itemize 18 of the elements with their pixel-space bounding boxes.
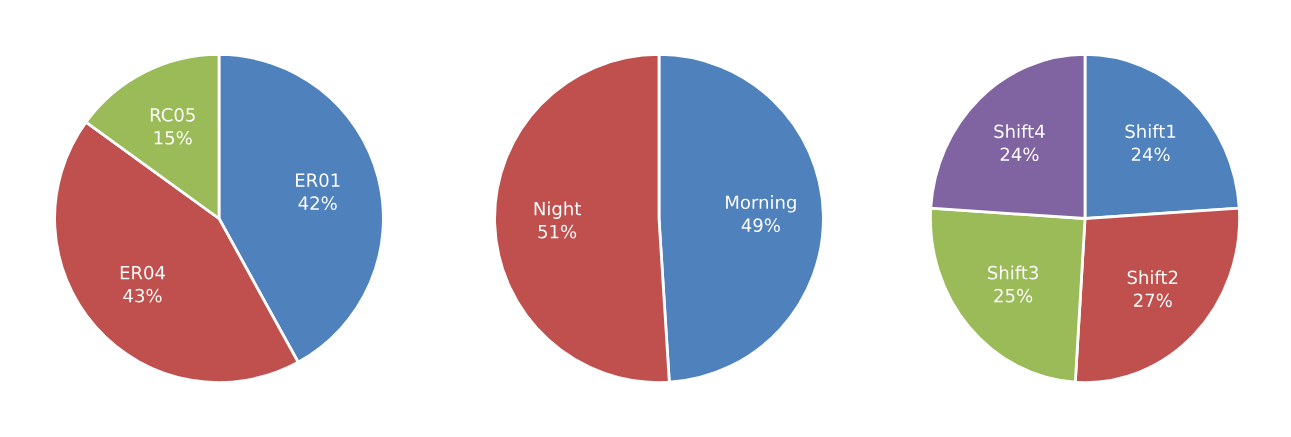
data-label: 49% xyxy=(741,218,780,233)
slice-label: Shift4 xyxy=(994,124,1045,139)
slice-label: Shift1 xyxy=(1125,124,1176,139)
slice-label: Morning xyxy=(726,195,796,213)
data-label: 42% xyxy=(298,196,337,210)
slice-label: Shift3 xyxy=(988,265,1038,280)
slice-label: Night xyxy=(534,201,581,219)
slice-label: Shift2 xyxy=(1127,270,1178,285)
data-label: 27% xyxy=(1134,293,1172,308)
data-label: 43% xyxy=(123,288,162,303)
data-label: 15% xyxy=(154,130,192,145)
data-label: 25% xyxy=(994,288,1033,303)
slice-label: RC05 xyxy=(150,107,195,122)
data-label: 24% xyxy=(1131,147,1170,162)
data-label: 24% xyxy=(1000,147,1039,162)
data-label: 51% xyxy=(538,224,577,239)
slice-label: ER04 xyxy=(120,265,165,280)
slice-label: ER01 xyxy=(296,173,340,187)
